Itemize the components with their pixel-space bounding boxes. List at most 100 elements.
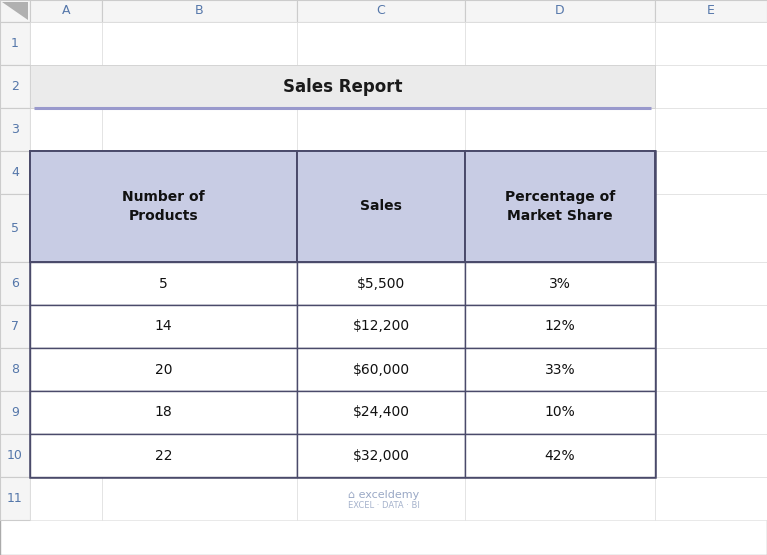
Bar bbox=[297, 434, 465, 477]
Bar bbox=[102, 434, 297, 477]
Bar bbox=[465, 348, 655, 391]
Bar bbox=[102, 348, 297, 391]
Bar bbox=[30, 0, 102, 22]
Text: ⌂ exceldemy: ⌂ exceldemy bbox=[348, 490, 419, 500]
Bar bbox=[297, 391, 465, 434]
Bar bbox=[297, 348, 465, 391]
Bar bbox=[465, 108, 655, 151]
Text: 1: 1 bbox=[11, 37, 19, 50]
Bar bbox=[0, 391, 30, 434]
Bar bbox=[102, 305, 297, 348]
Text: C: C bbox=[377, 4, 385, 18]
Text: 22: 22 bbox=[155, 448, 173, 462]
Bar bbox=[30, 434, 297, 477]
Bar bbox=[465, 391, 655, 434]
Bar bbox=[102, 262, 297, 305]
Bar bbox=[30, 151, 655, 477]
Text: 4: 4 bbox=[11, 166, 19, 179]
Text: 2: 2 bbox=[11, 80, 19, 93]
Text: $32,000: $32,000 bbox=[353, 448, 410, 462]
Bar bbox=[102, 22, 297, 65]
Bar bbox=[0, 305, 30, 348]
Bar bbox=[102, 0, 297, 22]
Text: $5,500: $5,500 bbox=[357, 276, 405, 290]
Text: 5: 5 bbox=[11, 221, 19, 235]
Bar bbox=[102, 391, 297, 434]
Bar bbox=[30, 262, 102, 305]
Bar bbox=[30, 391, 102, 434]
Text: Sales Report: Sales Report bbox=[283, 78, 402, 95]
Text: 18: 18 bbox=[155, 406, 173, 420]
Bar bbox=[297, 0, 465, 22]
Bar bbox=[297, 262, 465, 305]
Text: D: D bbox=[555, 4, 565, 18]
Text: 11: 11 bbox=[7, 492, 23, 505]
Bar bbox=[0, 477, 30, 520]
Bar bbox=[297, 151, 465, 194]
Text: A: A bbox=[62, 4, 71, 18]
Bar bbox=[655, 477, 767, 520]
Bar bbox=[465, 194, 655, 262]
Bar bbox=[0, 0, 30, 22]
Text: 5: 5 bbox=[159, 276, 168, 290]
Text: 6: 6 bbox=[11, 277, 19, 290]
Bar bbox=[465, 434, 655, 477]
Bar bbox=[655, 262, 767, 305]
Bar bbox=[0, 262, 30, 305]
Polygon shape bbox=[2, 2, 28, 20]
Bar bbox=[30, 65, 102, 108]
Bar bbox=[0, 434, 30, 477]
Bar bbox=[655, 108, 767, 151]
Bar bbox=[102, 108, 297, 151]
Text: Sales: Sales bbox=[360, 199, 402, 214]
Bar bbox=[655, 194, 767, 262]
Bar bbox=[0, 65, 30, 108]
Text: Number of
Products: Number of Products bbox=[122, 190, 205, 223]
Text: 3%: 3% bbox=[549, 276, 571, 290]
Text: 12%: 12% bbox=[545, 320, 575, 334]
Bar bbox=[655, 391, 767, 434]
Bar bbox=[30, 348, 102, 391]
Bar bbox=[0, 151, 30, 194]
Bar bbox=[30, 151, 102, 194]
Text: B: B bbox=[195, 4, 204, 18]
Bar bbox=[297, 108, 465, 151]
Text: 42%: 42% bbox=[545, 448, 575, 462]
Bar bbox=[30, 391, 297, 434]
Bar bbox=[465, 262, 655, 305]
Text: 33%: 33% bbox=[545, 362, 575, 376]
Bar bbox=[30, 305, 297, 348]
Text: 10%: 10% bbox=[545, 406, 575, 420]
Bar bbox=[30, 108, 102, 151]
Bar bbox=[465, 0, 655, 22]
Bar bbox=[297, 305, 465, 348]
Bar bbox=[30, 262, 297, 305]
Bar bbox=[465, 391, 655, 434]
Bar bbox=[30, 348, 297, 391]
Bar bbox=[297, 194, 465, 262]
Bar bbox=[465, 65, 655, 108]
Bar bbox=[297, 65, 465, 108]
Bar bbox=[297, 391, 465, 434]
Bar bbox=[297, 477, 465, 520]
Bar bbox=[30, 22, 102, 65]
Bar bbox=[655, 151, 767, 194]
Bar bbox=[30, 151, 297, 262]
Bar bbox=[0, 108, 30, 151]
Bar bbox=[465, 151, 655, 194]
Text: 20: 20 bbox=[155, 362, 173, 376]
Bar bbox=[297, 262, 465, 305]
Text: 3: 3 bbox=[11, 123, 19, 136]
Bar bbox=[102, 477, 297, 520]
Text: 10: 10 bbox=[7, 449, 23, 462]
Bar bbox=[30, 434, 102, 477]
Text: EXCEL · DATA · BI: EXCEL · DATA · BI bbox=[347, 501, 420, 510]
Bar bbox=[655, 434, 767, 477]
Text: $60,000: $60,000 bbox=[353, 362, 410, 376]
Bar bbox=[465, 348, 655, 391]
Bar bbox=[465, 305, 655, 348]
Bar bbox=[465, 262, 655, 305]
Bar bbox=[297, 151, 465, 262]
Bar bbox=[297, 305, 465, 348]
Bar bbox=[102, 194, 297, 262]
